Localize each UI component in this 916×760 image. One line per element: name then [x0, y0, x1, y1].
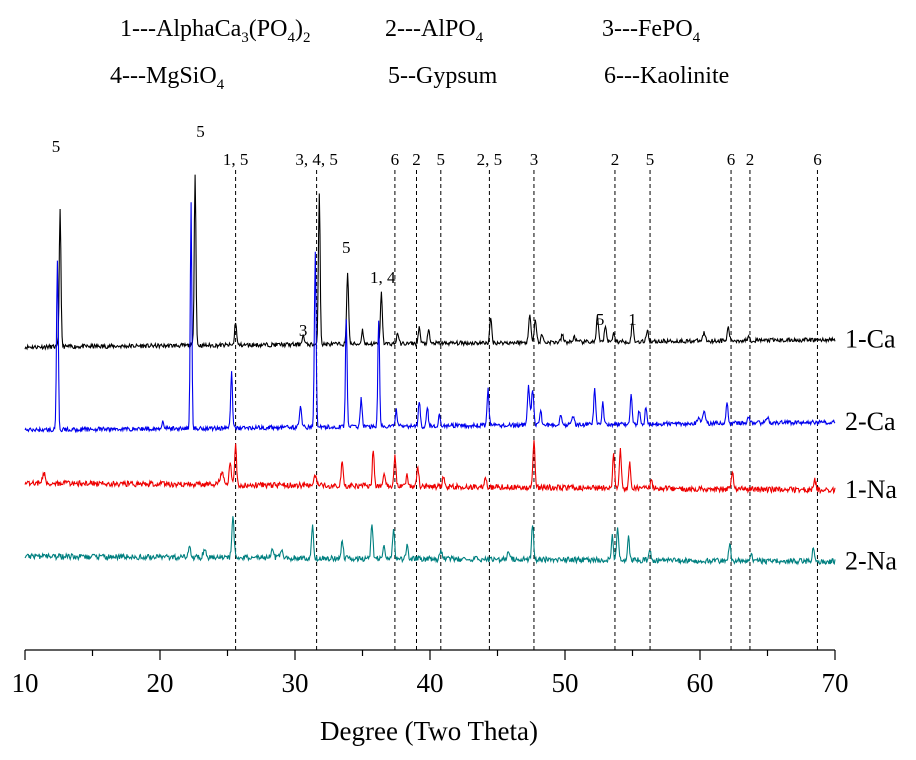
reference-line-label: 5: [646, 150, 655, 169]
reference-line-label: 3: [530, 150, 539, 169]
peak-annotation: 3: [299, 321, 308, 340]
legend-entry-2: 2---AlPO4: [385, 16, 484, 46]
x-tick-label: 10: [12, 668, 39, 698]
series-label: 2-Na: [845, 546, 897, 575]
x-axis-label: Degree (Two Theta): [320, 716, 538, 746]
x-tick-label: 40: [417, 668, 444, 698]
x-tick-label: 30: [282, 668, 309, 698]
legend-entry-4: 4---MgSiO4: [110, 63, 225, 93]
x-tick-label: 70: [822, 668, 849, 698]
legend-entry-6: 6---Kaolinite: [604, 63, 729, 89]
peak-annotations: 5 5 3 5 1, 4 5 1: [52, 122, 637, 340]
legend-entry-5: 5--Gypsum: [388, 63, 498, 89]
reference-line-label: 6: [391, 150, 400, 169]
peak-annotation: 5: [196, 122, 205, 141]
reference-line-label: 5: [437, 150, 446, 169]
series-label: 2-Ca: [845, 407, 896, 436]
x-axis: 10 20 30 40 50 60 70: [12, 649, 849, 698]
peak-annotation: 1: [628, 310, 637, 329]
x-tick-label: 20: [147, 668, 174, 698]
reference-line-label: 1, 5: [223, 150, 249, 169]
reference-line-label: 2: [412, 150, 421, 169]
x-tick-label: 60: [687, 668, 714, 698]
diffraction-series: 1-Ca 2-Ca 1-Na 2-Na: [24, 174, 897, 575]
series-line-1-ca: [24, 174, 836, 351]
x-tick-label: 50: [552, 668, 579, 698]
reference-line-label: 6: [727, 150, 736, 169]
reference-line-label: 2, 5: [477, 150, 503, 169]
series-label: 1-Na: [845, 475, 897, 504]
reference-line-label: 2: [746, 150, 755, 169]
peak-annotation: 1, 4: [370, 268, 396, 287]
series-line-2-na: [24, 516, 836, 566]
series-line-2-ca: [24, 202, 836, 434]
legend-entry-3: 3---FePO4: [602, 16, 701, 46]
reference-line-label: 3, 4, 5: [295, 150, 338, 169]
peak-annotation: 5: [342, 238, 351, 257]
legend-entry-1: 1---AlphaCa3(PO4)2: [120, 16, 310, 46]
phase-legend: 1---AlphaCa3(PO4)2 2---AlPO4 3---FePO4 4…: [110, 16, 729, 93]
series-label: 1-Ca: [845, 325, 896, 354]
reference-line-label: 6: [813, 150, 822, 169]
reference-line-label: 2: [611, 150, 620, 169]
peak-annotation: 5: [596, 310, 605, 329]
peak-annotation: 5: [52, 137, 61, 156]
series-line-1-na: [24, 440, 836, 495]
